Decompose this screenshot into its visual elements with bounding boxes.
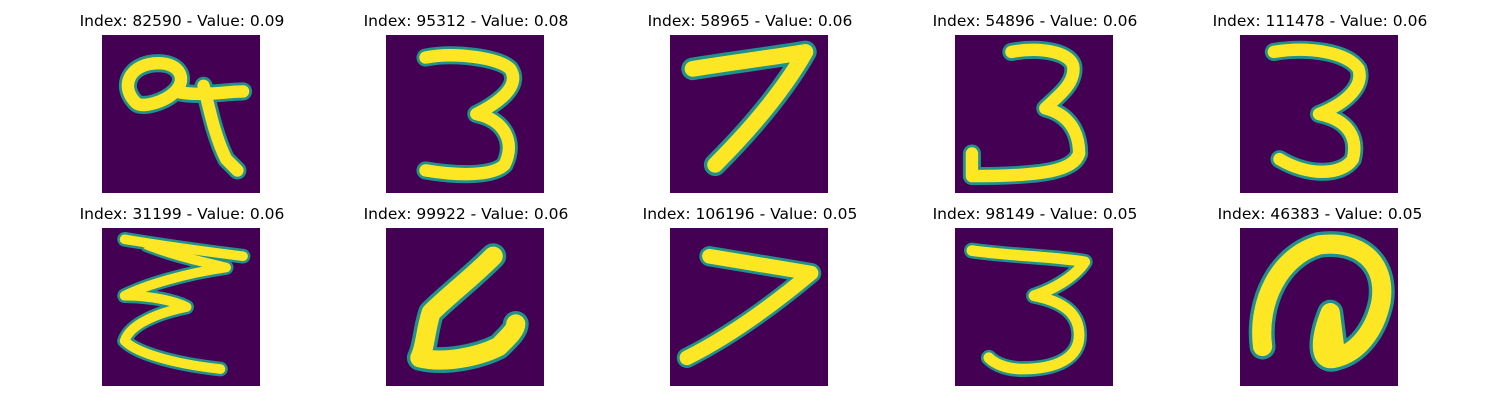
digit-image bbox=[1240, 228, 1398, 386]
panel-title: Index: 98149 - Value: 0.05 bbox=[932, 205, 1138, 223]
panel-title: Index: 46383 - Value: 0.05 bbox=[1217, 205, 1423, 223]
digit-image bbox=[955, 35, 1113, 193]
digit-image bbox=[386, 35, 544, 193]
panel-title: Index: 31199 - Value: 0.06 bbox=[79, 205, 285, 223]
panel-title: Index: 54896 - Value: 0.06 bbox=[932, 12, 1138, 30]
digit-image bbox=[670, 228, 828, 386]
digit-image bbox=[670, 35, 828, 193]
digit-image bbox=[386, 228, 544, 386]
digit-image bbox=[102, 35, 260, 193]
panel-title: Index: 58965 - Value: 0.06 bbox=[647, 12, 853, 30]
panel-title: Index: 99922 - Value: 0.06 bbox=[363, 205, 569, 223]
panel-title: Index: 82590 - Value: 0.09 bbox=[79, 12, 285, 30]
panel-title: Index: 111478 - Value: 0.06 bbox=[1212, 12, 1428, 30]
digit-image bbox=[102, 228, 260, 386]
panel-title: Index: 95312 - Value: 0.08 bbox=[363, 12, 569, 30]
panel-title: Index: 106196 - Value: 0.05 bbox=[642, 205, 858, 223]
digit-image bbox=[1240, 35, 1398, 193]
digit-image bbox=[955, 228, 1113, 386]
